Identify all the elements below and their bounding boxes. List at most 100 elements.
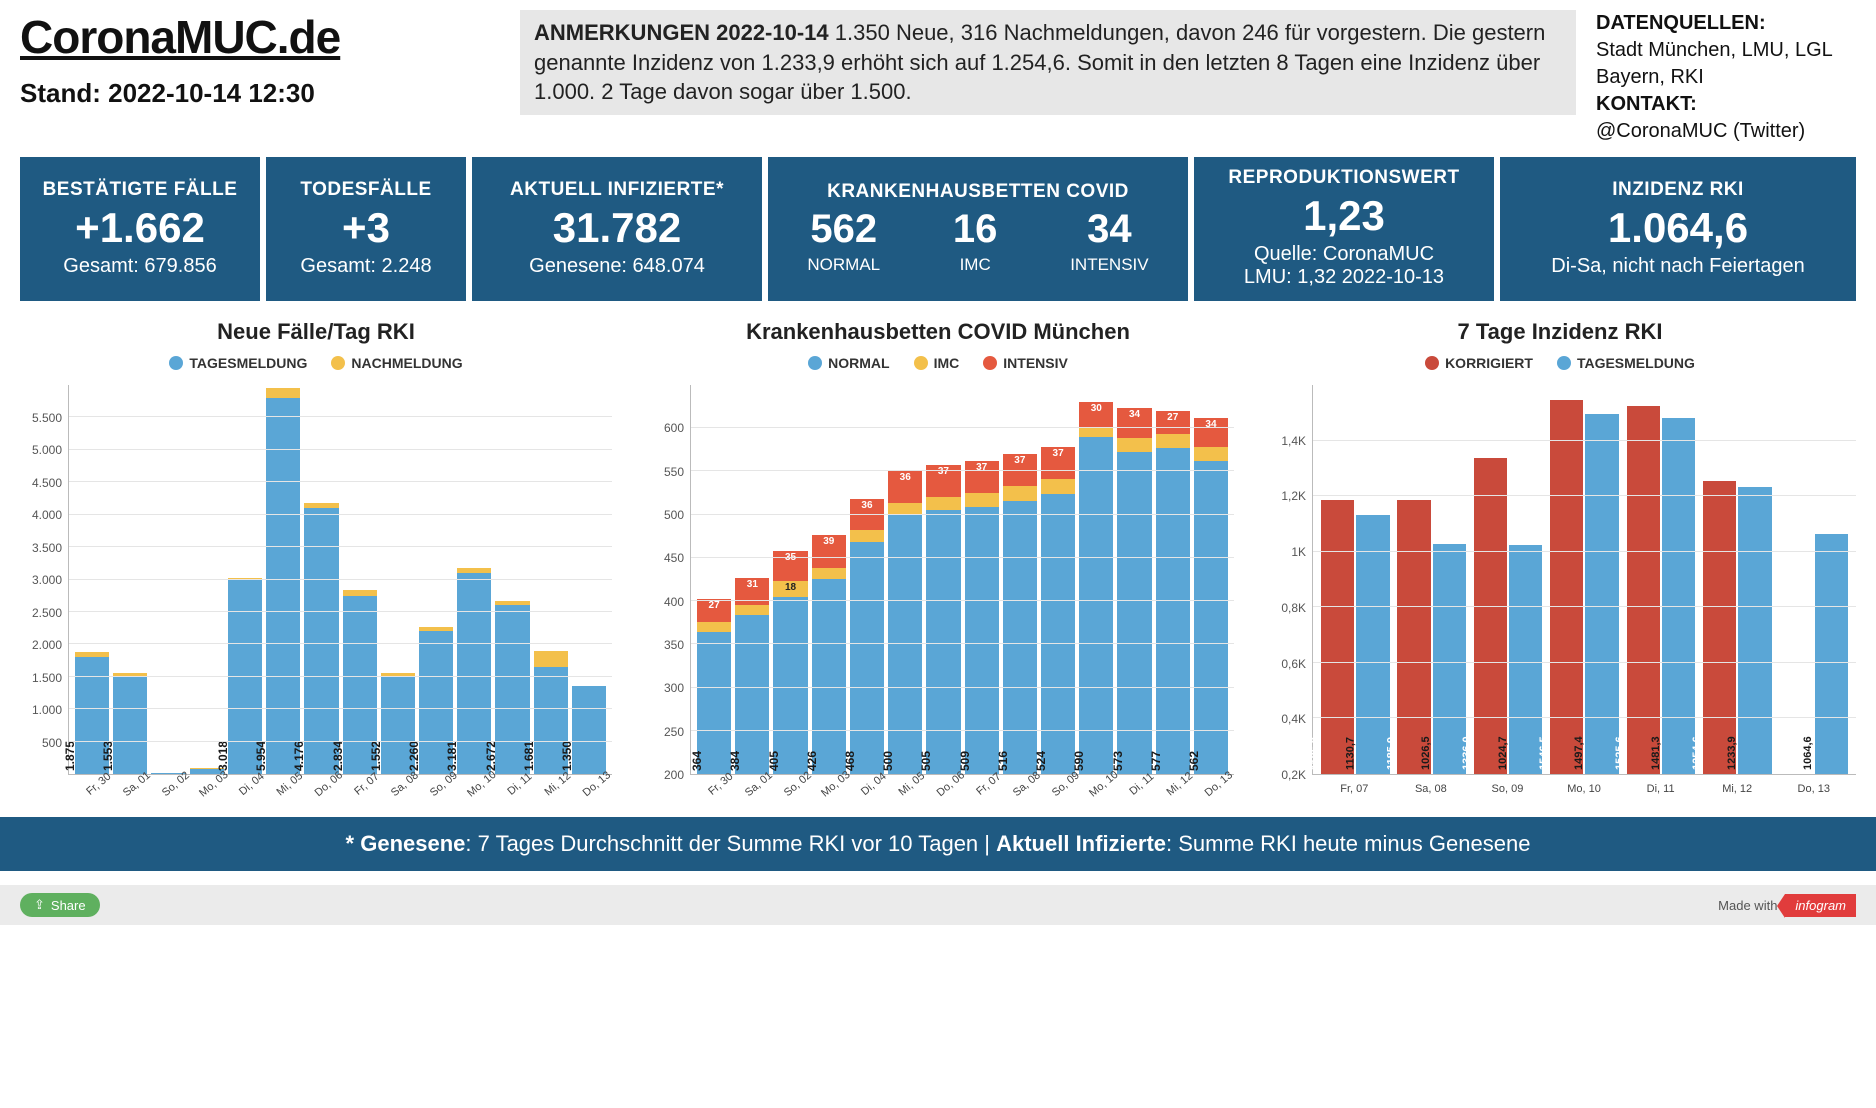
hospital-normal: 562 NORMAL — [807, 209, 880, 275]
hospital-value: 34 — [1070, 209, 1148, 249]
y-tick-label: 450 — [664, 551, 684, 565]
bar-slot: 1064,6 — [1776, 385, 1852, 774]
y-tick-label: 0,2K — [1281, 768, 1306, 782]
legend-dot-icon — [983, 356, 997, 370]
segment-label: 37 — [1053, 448, 1064, 459]
legend-label: TAGESMELDUNG — [1577, 355, 1695, 371]
hospital-value: 562 — [807, 209, 880, 249]
bar-slot: 37524 — [1039, 385, 1077, 774]
bar-slot: 31384 — [733, 385, 771, 774]
legend-item: IMC — [914, 355, 960, 371]
bar-segment-intensiv: 39 — [812, 535, 846, 569]
bar-korrigiert: 1185,9 — [1321, 500, 1354, 774]
footer-bold1: * Genesene — [346, 831, 466, 856]
bar-value-label: 1064,6 — [1803, 736, 1815, 770]
bar-slot: 3518405 — [771, 385, 809, 774]
plot-area: 1.8751.5533.0185.9544.1762.8341.5522.260… — [68, 385, 612, 775]
y-axis: 200250300350400450500550600 — [642, 385, 690, 775]
segment-label: 18 — [785, 582, 796, 593]
bar-segment-imc — [812, 568, 846, 578]
bar-segment-intensiv: 27 — [697, 599, 731, 622]
bar-slot: 37509 — [963, 385, 1001, 774]
y-tick-label: 350 — [664, 638, 684, 652]
sources-box: DATENQUELLEN: Stadt München, LMU, LGL Ba… — [1596, 10, 1856, 145]
bar-segment-intensiv: 36 — [888, 471, 922, 502]
bar-value-label: 1233,9 — [1726, 736, 1738, 770]
x-tick-label: Do, 13 — [1775, 775, 1852, 805]
bar-segment-normal: 505 — [926, 510, 960, 774]
bar-segment-imc: 18 — [773, 581, 807, 597]
card-label: REPRODUKTIONSWERT — [1202, 167, 1486, 189]
bar-korrigiert: 1336,0 — [1474, 458, 1507, 774]
bar-tagesmeldung: 1130,7 — [1356, 515, 1389, 774]
y-tick-label: 5.000 — [32, 443, 62, 457]
sources-title: DATENQUELLEN: — [1596, 12, 1766, 34]
bar-slot: 36468 — [848, 385, 886, 774]
bar-tagesmeldung: 1064,6 — [1815, 534, 1848, 774]
bars: 2736431384351840539426364683650037505375… — [691, 385, 1234, 774]
bar-value-label: 1336,0 — [1462, 736, 1474, 770]
bar-slot: 3.181 — [455, 385, 493, 774]
made-with-label: Made with — [1718, 898, 1777, 913]
card-cases: BESTÄTIGTE FÄLLE +1.662 Gesamt: 679.856 — [20, 157, 260, 301]
bar-segment-imc — [1117, 438, 1151, 452]
bar-slot: 4.176 — [302, 385, 340, 774]
site-title[interactable]: CoronaMUC.de — [20, 10, 500, 64]
chart-legend: TAGESMELDUNGNACHMELDUNG — [20, 355, 612, 371]
y-tick-label: 400 — [664, 595, 684, 609]
bar-slot: 2.672 — [493, 385, 531, 774]
y-tick-label: 2.500 — [32, 606, 62, 620]
bar-slot: 1254,61233,9 — [1699, 385, 1775, 774]
y-tick-label: 250 — [664, 725, 684, 739]
x-axis: Fr, 30Sa, 01So, 02Mo, 03Di, 04Mi, 05Do, … — [690, 775, 1234, 805]
bar-segment-normal: 516 — [1003, 501, 1037, 774]
bar-segment-normal: 509 — [965, 507, 999, 774]
chart-title: Neue Fälle/Tag RKI — [20, 319, 612, 345]
hospital-unit: INTENSIV — [1070, 255, 1148, 275]
bar-value-label: 1185,9 — [1309, 737, 1321, 770]
bar-slot: 1.681 — [532, 385, 570, 774]
bar-value-label: 1026,5 — [1420, 736, 1432, 770]
bar-segment-imc — [1194, 447, 1228, 461]
x-tick-label: Mi, 12 — [1699, 775, 1776, 805]
chart-title: Krankenhausbetten COVID München — [642, 319, 1234, 345]
legend-dot-icon — [808, 356, 822, 370]
y-tick-label: 1K — [1291, 545, 1306, 559]
bar-slot: 2.260 — [417, 385, 455, 774]
notes-title: ANMERKUNGEN 2022-10-14 — [534, 20, 829, 45]
bar-slot: 30590 — [1077, 385, 1115, 774]
share-button[interactable]: ⇪ Share — [20, 893, 100, 917]
legend-item: NORMAL — [808, 355, 889, 371]
card-label: INZIDENZ RKI — [1508, 179, 1848, 201]
stand-value: 2022-10-14 12:30 — [108, 78, 315, 108]
bar-segment-imc — [1156, 434, 1190, 448]
chart-area: 5001.0001.5002.0002.5003.0003.5004.0004.… — [20, 385, 612, 805]
bar-slot: 36500 — [886, 385, 924, 774]
y-axis: 5001.0001.5002.0002.5003.0003.5004.0004.… — [20, 385, 68, 775]
y-tick-label: 1.000 — [32, 703, 62, 717]
bar-slot: 1185,91026,5 — [1393, 385, 1469, 774]
card-sub: Genesene: 648.074 — [480, 255, 754, 278]
bar-segment-tagesmeldung — [304, 508, 338, 774]
segment-label: 31 — [747, 579, 758, 590]
segment-label: 27 — [709, 600, 720, 611]
header-row: CoronaMUC.de Stand: 2022-10-14 12:30 ANM… — [20, 10, 1856, 145]
bar-segment-nachmeldung — [266, 388, 300, 398]
legend-dot-icon — [1557, 356, 1571, 370]
contact-body: @CoronaMUC (Twitter) — [1596, 120, 1805, 142]
bar-korrigiert: 1525,6 — [1627, 406, 1660, 774]
bar-slot: 5.954 — [264, 385, 302, 774]
plot-area: 2736431384351840539426364683650037505375… — [690, 385, 1234, 775]
bar-segment-imc — [1041, 479, 1075, 494]
y-tick-label: 550 — [664, 465, 684, 479]
bar-segment-intensiv: 37 — [965, 461, 999, 493]
y-tick-label: 5.500 — [32, 411, 62, 425]
bar-segment-imc — [965, 493, 999, 507]
card-value: 1,23 — [1202, 195, 1486, 237]
card-incidence: INZIDENZ RKI 1.064,6 Di-Sa, nicht nach F… — [1500, 157, 1856, 301]
hospital-unit: NORMAL — [807, 255, 880, 275]
bars: 1185,91130,71185,91026,51336,01024,71546… — [1313, 385, 1856, 774]
bar-segment-intensiv: 30 — [1079, 402, 1113, 428]
infogram-tag[interactable]: infogram — [1785, 894, 1856, 917]
chart-new-cases: Neue Fälle/Tag RKI TAGESMELDUNGNACHMELDU… — [20, 319, 612, 805]
